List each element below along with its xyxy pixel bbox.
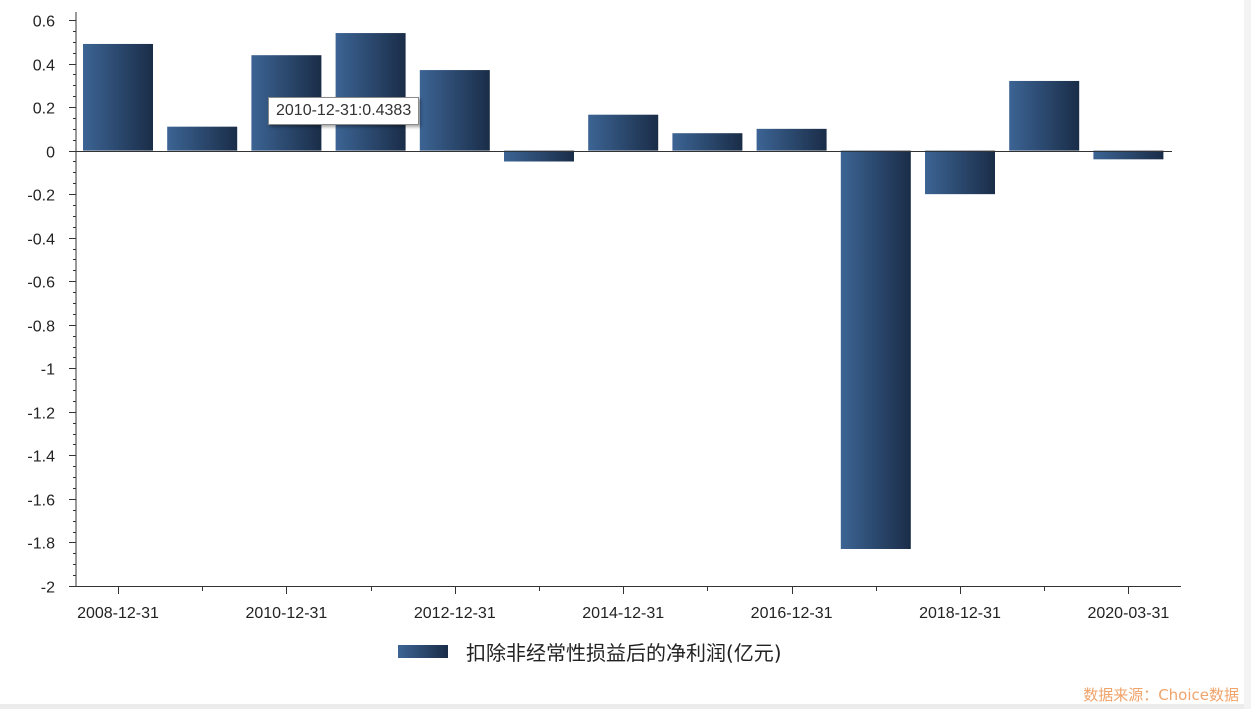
y-tick-label: 0 bbox=[46, 145, 55, 162]
bar[interactable] bbox=[335, 33, 406, 151]
bar[interactable] bbox=[167, 126, 238, 151]
x-tick-label: 2010-12-31 bbox=[245, 605, 327, 622]
bar[interactable] bbox=[840, 150, 911, 549]
bar[interactable] bbox=[504, 150, 574, 162]
y-tick-label: -1.6 bbox=[27, 493, 55, 510]
y-axis: 0.6 0.4 0.2 0 -0.2 -0.4 -0.6 -0.8 -1 -1.2 -1.4 -1.6… bbox=[27, 12, 77, 597]
legend-label: 扣除非经常性损益后的净利润(亿元) bbox=[466, 641, 782, 665]
y-tick-label: -0.4 bbox=[27, 232, 55, 249]
y-tick-label: -1 bbox=[41, 362, 55, 379]
y-tick-label: -1.8 bbox=[27, 536, 55, 553]
data-tooltip: 2010-12-31:0.4383 bbox=[268, 97, 420, 125]
y-tick-label: 0.2 bbox=[33, 101, 55, 118]
y-tick-label: -1.2 bbox=[27, 406, 55, 423]
bar[interactable] bbox=[83, 43, 153, 151]
y-tick-label: -0.8 bbox=[27, 319, 55, 336]
x-tick-label: 2018-12-31 bbox=[919, 605, 1001, 622]
bar[interactable] bbox=[756, 128, 827, 151]
x-tick-label: 2020-03-31 bbox=[1087, 605, 1169, 622]
x-tick-label: 2016-12-31 bbox=[751, 605, 833, 622]
y-tick-label: 0.4 bbox=[33, 58, 55, 75]
bar[interactable] bbox=[1093, 150, 1164, 160]
legend[interactable]: 扣除非经常性损益后的净利润(亿元) bbox=[398, 637, 782, 666]
y-tick-label: -0.6 bbox=[27, 275, 55, 292]
bar[interactable] bbox=[672, 133, 743, 151]
x-tick-label: 2008-12-31 bbox=[77, 605, 159, 622]
bar[interactable] bbox=[588, 114, 659, 151]
bar[interactable] bbox=[419, 70, 490, 151]
x-axis: 2008-12-31 2010-12-31 2012-12-31 2014-12-31… bbox=[76, 586, 1181, 622]
source-note: 数据来源：Choice数据 bbox=[1083, 686, 1239, 704]
x-tick-label: 2014-12-31 bbox=[582, 605, 664, 622]
right-border bbox=[1244, 0, 1251, 709]
bar[interactable] bbox=[1009, 80, 1080, 151]
y-tick-label: -1.4 bbox=[27, 449, 55, 466]
x-tick-label: 2012-12-31 bbox=[414, 605, 496, 622]
bar[interactable] bbox=[925, 150, 995, 195]
bottom-border bbox=[0, 704, 1251, 709]
legend-swatch bbox=[398, 645, 448, 658]
y-tick-label: 0.6 bbox=[33, 14, 55, 31]
y-tick-label: -2 bbox=[41, 580, 55, 597]
bars bbox=[76, 33, 1172, 549]
y-tick-label: -0.2 bbox=[27, 188, 55, 205]
